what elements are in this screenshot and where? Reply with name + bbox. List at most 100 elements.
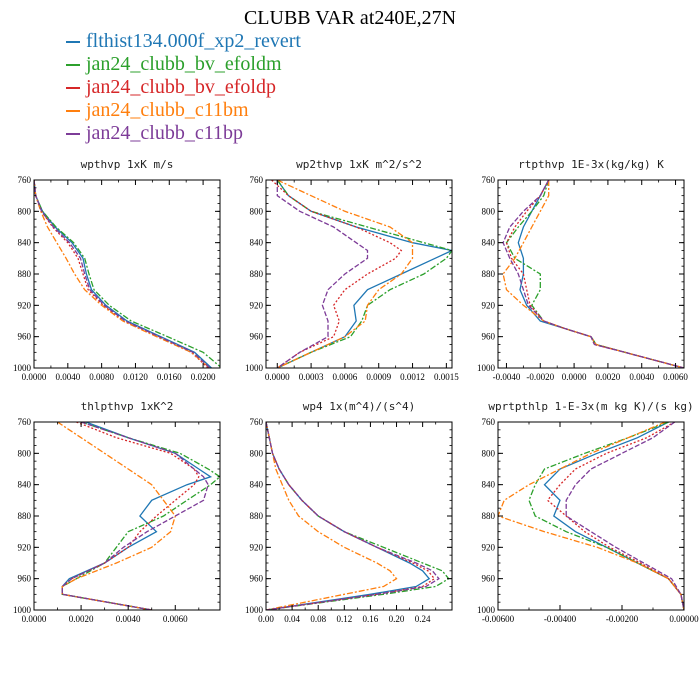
series-line — [502, 180, 684, 368]
legend-item: jan24_clubb_c11bp — [66, 122, 301, 145]
y-tick-label: 840 — [482, 480, 496, 490]
series-line — [276, 180, 369, 368]
legend-item: jan24_clubb_bv_efoldp — [66, 76, 301, 99]
legend-label: jan24_clubb_bv_efoldp — [86, 76, 276, 98]
y-tick-label: 1000 — [477, 363, 496, 373]
y-tick-label: 880 — [18, 269, 32, 279]
y-tick-label: 840 — [250, 238, 264, 248]
y-tick-label: 840 — [18, 480, 32, 490]
series-line — [276, 180, 452, 368]
x-tick-label: 0.0200 — [191, 372, 216, 382]
legend-label: flthist134.000f_xp2_revert — [86, 30, 301, 52]
x-tick-label: -0.00600 — [482, 614, 515, 624]
y-tick-label: 1000 — [13, 363, 32, 373]
panel-title: wprtpthlp 1-E-3x(m kg K)/(s kg) — [488, 400, 693, 413]
y-tick-label: 1000 — [13, 605, 32, 615]
series-line — [502, 180, 684, 368]
series-line — [546, 422, 684, 610]
y-tick-label: 960 — [18, 574, 32, 584]
chart-panel: wp2thvp 1xK m^2/s^2 760 800 840 880 920 960 100… — [245, 158, 459, 382]
legend-swatch — [66, 109, 80, 112]
series-line — [61, 422, 209, 610]
x-tick-label: 0.20 — [389, 614, 405, 624]
legend-swatch — [66, 40, 80, 43]
y-tick-label: 920 — [250, 300, 264, 310]
x-tick-label: 0.0040 — [629, 372, 654, 382]
y-tick-label: 1000 — [245, 363, 264, 373]
chart-panel: wprtpthlp 1-E-3x(m kg K)/(s kg) 760 800 840… — [477, 400, 699, 624]
chart-panel: rtpthvp 1E-3x(kg/kg) K 760 800 840 880 920 960… — [477, 158, 688, 382]
y-tick-label: 880 — [250, 269, 264, 279]
y-tick-label: 800 — [18, 448, 32, 458]
x-tick-label: 0.0160 — [157, 372, 182, 382]
x-tick-label: 0.0000 — [265, 372, 290, 382]
y-tick-label: 920 — [482, 542, 496, 552]
legend-swatch — [66, 132, 80, 135]
plot-frame — [497, 421, 685, 611]
legend-label: jan24_clubb_bv_efoldm — [86, 53, 282, 75]
series-line — [498, 422, 684, 610]
series-line — [565, 422, 684, 610]
y-tick-label: 800 — [482, 206, 496, 216]
x-tick-label: 0.0012 — [400, 372, 425, 382]
series-line — [266, 422, 436, 610]
series-line — [34, 180, 220, 368]
y-tick-label: 920 — [250, 542, 264, 552]
x-tick-label: 0.24 — [415, 614, 431, 624]
y-tick-label: 760 — [250, 175, 264, 185]
series-line — [271, 180, 403, 368]
x-tick-label: 0.00 — [258, 614, 274, 624]
series-line — [61, 422, 220, 610]
series-line — [61, 422, 200, 610]
y-tick-label: 960 — [250, 332, 264, 342]
x-tick-label: 0.0120 — [123, 372, 148, 382]
panel-title: wp4 1x(m^4)/(s^4) — [303, 400, 416, 413]
y-tick-label: 800 — [482, 448, 496, 458]
x-tick-label: 0.08 — [310, 614, 326, 624]
x-tick-label: 0.0000 — [22, 372, 47, 382]
x-tick-label: 0.0060 — [163, 614, 188, 624]
legend-label: jan24_clubb_c11bp — [86, 122, 244, 144]
plot-frame — [33, 179, 221, 369]
x-tick-label: 0.16 — [363, 614, 379, 624]
figure-title: CLUBB VAR at240E,27N — [243, 7, 457, 29]
legend-label: jan24_clubb_c11bm — [86, 99, 249, 121]
panel-title: wp2thvp 1xK m^2/s^2 — [296, 158, 422, 171]
x-tick-label: 0.0006 — [333, 372, 358, 382]
series-line — [34, 180, 209, 368]
series-line — [57, 422, 177, 610]
x-tick-label: 0.0040 — [55, 372, 80, 382]
panel-title: rtpthvp 1E-3x(kg/kg) K — [518, 158, 664, 171]
x-tick-label: -0.0020 — [526, 372, 554, 382]
plot-frame — [33, 421, 221, 611]
x-tick-label: 0.0020 — [69, 614, 94, 624]
y-tick-label: 800 — [250, 206, 264, 216]
x-tick-label: 0.0060 — [663, 372, 688, 382]
legend: flthist134.000f_xp2_revert jan24_clubb_b… — [66, 30, 301, 145]
x-tick-label: 0.04 — [284, 614, 300, 624]
y-tick-label: 760 — [18, 417, 32, 427]
y-tick-label: 960 — [250, 574, 264, 584]
series-line — [266, 422, 398, 610]
y-tick-label: 920 — [18, 300, 32, 310]
x-tick-label: 0.0080 — [89, 372, 114, 382]
series-line — [276, 180, 452, 368]
series-line — [266, 422, 450, 610]
y-tick-label: 760 — [482, 175, 496, 185]
y-tick-label: 800 — [18, 206, 32, 216]
x-tick-label: 0.12 — [336, 614, 352, 624]
y-tick-label: 920 — [18, 542, 32, 552]
y-tick-label: 880 — [482, 269, 496, 279]
x-tick-label: -0.00400 — [544, 614, 577, 624]
y-tick-label: 760 — [250, 417, 264, 427]
series-line — [61, 422, 213, 610]
series-line — [543, 422, 684, 610]
panel-title: thlpthvp 1xK^2 — [81, 400, 174, 413]
legend-item: jan24_clubb_c11bm — [66, 99, 301, 122]
x-tick-label: -0.00200 — [606, 614, 639, 624]
panel-title: wpthvp 1xK m/s — [81, 158, 174, 171]
chart-panel: wpthvp 1xK m/s76080084088092096010000.00… — [13, 158, 221, 382]
x-tick-label: 0.0020 — [596, 372, 621, 382]
series-line — [505, 180, 684, 368]
